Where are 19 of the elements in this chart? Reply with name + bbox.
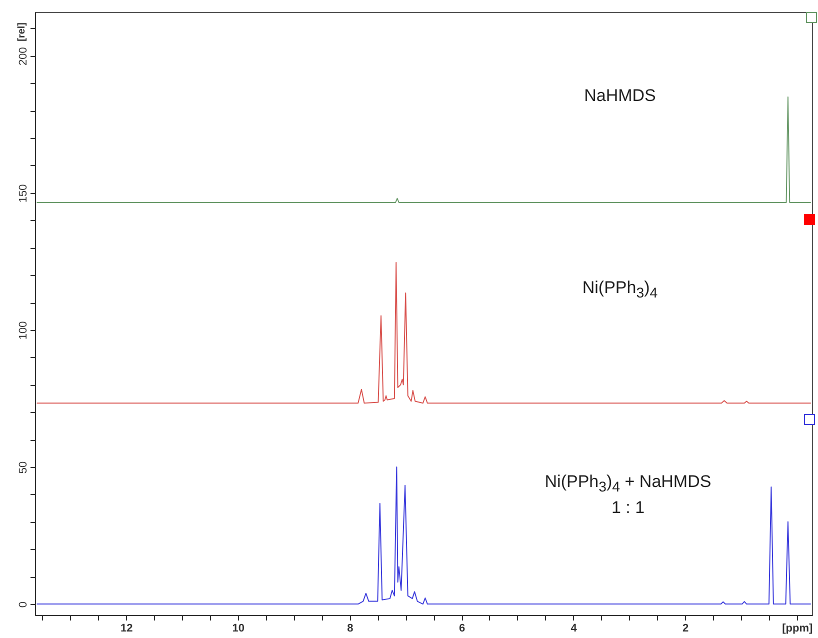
annotation: Ni(PPh$_{3}$)$_{4}$ xyxy=(582,278,658,302)
x-tick-label: [ppm] xyxy=(782,622,814,634)
x-tick-label: 4 xyxy=(570,622,578,634)
x-tick-label: 10 xyxy=(232,622,245,634)
y-tick-label: 50 xyxy=(18,461,30,474)
y-axis-title: [rel] xyxy=(16,22,28,42)
y-tick-label: 200 xyxy=(18,47,30,66)
x-tick-label: 8 xyxy=(347,622,354,634)
line-series xyxy=(36,262,812,404)
annotation: Ni(PPh$_{3}$)$_{4}$ + NaHMDS xyxy=(544,472,712,496)
y-tick-label: 150 xyxy=(18,184,30,203)
y-tick-label: 0 xyxy=(18,601,30,608)
y-tick-label: 100 xyxy=(18,321,30,340)
line-series xyxy=(36,466,812,605)
annotation: NaHMDS xyxy=(584,86,656,106)
annotation: 1 : 1 xyxy=(611,498,645,518)
x-tick-label: 6 xyxy=(458,622,466,634)
x-tick-label: 2 xyxy=(682,622,689,634)
x-tick-label: 12 xyxy=(120,622,133,634)
